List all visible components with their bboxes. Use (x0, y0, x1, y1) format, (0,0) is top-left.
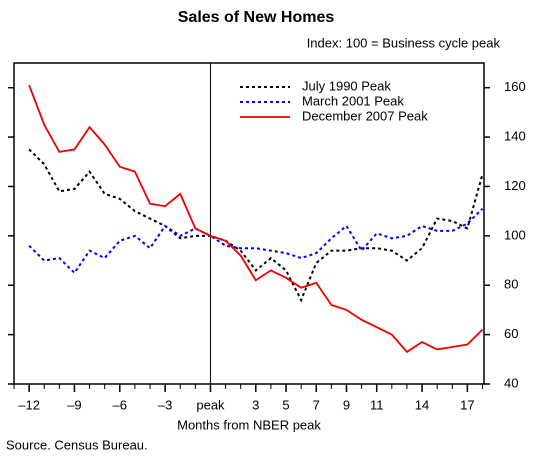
x-tick-label: –3 (158, 397, 172, 412)
y-tick-label: 80 (504, 277, 518, 292)
x-tick-label: –6 (113, 397, 127, 412)
x-axis-label: Months from NBER peak (177, 417, 321, 432)
series-line (28, 148, 484, 303)
plot-frame (13, 62, 485, 385)
x-tick-label: 7 (313, 397, 320, 412)
y-tick-label: 60 (504, 326, 518, 341)
y-tick-label: 100 (504, 227, 526, 242)
x-tick-label: 11 (370, 397, 384, 412)
x-tick-label: –9 (67, 397, 81, 412)
x-tick-label: 5 (282, 397, 289, 412)
y-tick-label: 140 (504, 129, 526, 144)
x-tick-label: 14 (415, 397, 429, 412)
x-tick-label: –12 (18, 397, 40, 412)
series-line (28, 84, 484, 354)
x-tick-label: 17 (460, 397, 474, 412)
x-tick-label: 3 (252, 397, 259, 412)
legend-label: July 1990 Peak (302, 78, 391, 93)
series-line (28, 207, 484, 275)
x-tick-label: peak (196, 397, 225, 412)
chart-title: Sales of New Homes (178, 9, 335, 26)
legend-label: December 2007 Peak (302, 108, 428, 123)
source-note: Source. Census Bureau. (6, 437, 148, 452)
x-tick-label: 9 (343, 397, 350, 412)
y-tick-label: 120 (504, 178, 526, 193)
legend-label: March 2001 Peak (302, 93, 404, 108)
chart-subtitle: Index: 100 = Business cycle peak (307, 35, 501, 50)
y-tick-label: 40 (504, 375, 518, 390)
y-tick-label: 160 (504, 79, 526, 94)
